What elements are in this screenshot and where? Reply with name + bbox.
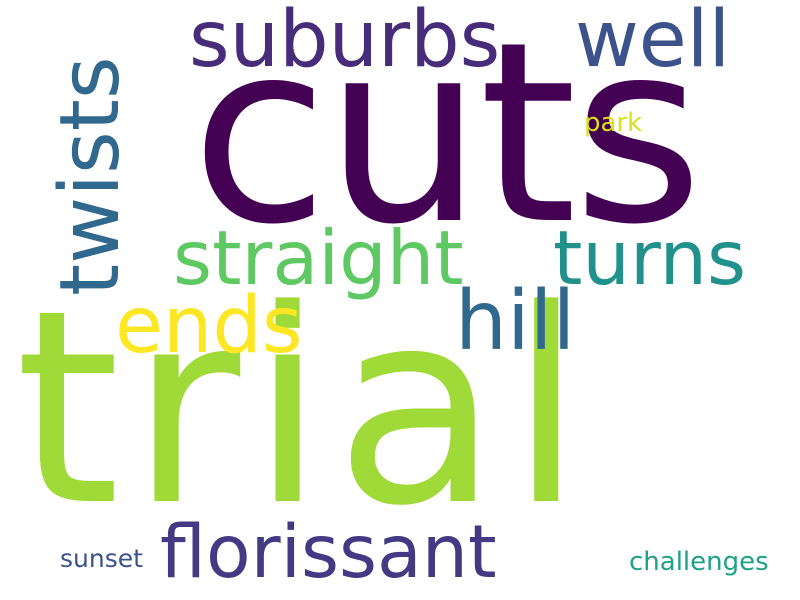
word-trial: trial bbox=[15, 253, 594, 565]
word-florissant: florissant bbox=[160, 510, 497, 595]
word-well: well bbox=[575, 0, 731, 85]
word-straight: straight bbox=[173, 214, 464, 302]
word-turns: turns bbox=[553, 214, 747, 302]
word-park: park bbox=[584, 108, 643, 138]
word-cuts: cuts bbox=[191, 0, 703, 279]
word-hill: hill bbox=[455, 274, 576, 369]
word-challenges: challenges bbox=[629, 547, 769, 577]
word-ends: ends bbox=[115, 281, 303, 371]
word-suburbs: suburbs bbox=[189, 0, 501, 85]
word-twists: twists bbox=[43, 56, 138, 296]
word-sunset: sunset bbox=[60, 544, 143, 573]
